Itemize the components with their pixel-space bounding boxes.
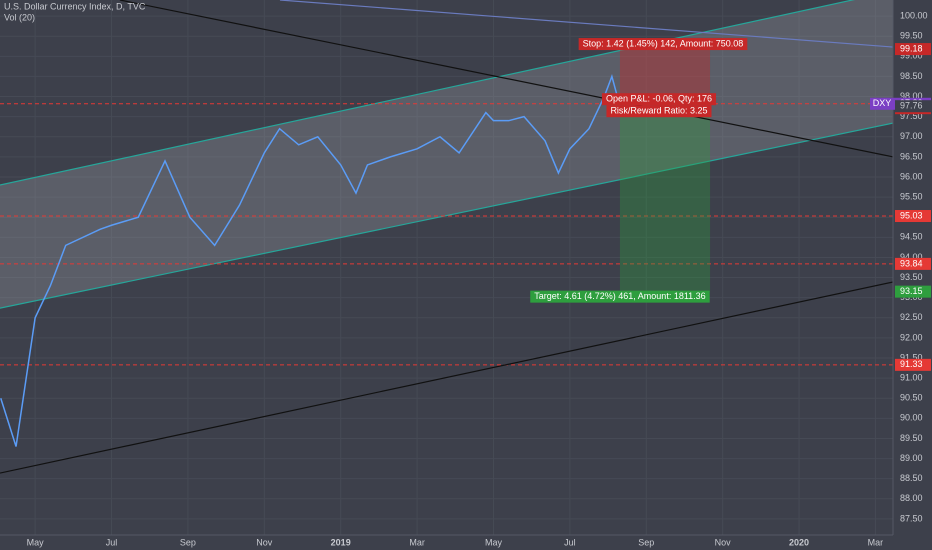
target-label: Target: 4.61 (4.72%) 461, Amount: 1811.3… (534, 291, 705, 301)
chart-title: U.S. Dollar Currency Index, D, TVC (4, 1, 146, 11)
x-tick-label: Jul (564, 537, 576, 547)
stop-label: Stop: 1.42 (1.45%) 142, Amount: 750.08 (583, 38, 744, 48)
target-tag-bg (895, 285, 931, 298)
price-line (0, 74, 621, 447)
y-tick-label: 99.50 (900, 31, 923, 41)
y-tick-label: 88.00 (900, 493, 923, 503)
level-tag: 91.33 (900, 359, 923, 369)
channel-line (0, 122, 893, 309)
pnl-label-bg (601, 93, 717, 106)
y-tick-label: 88.50 (900, 473, 923, 483)
level-tag-bg (895, 257, 931, 270)
level-tag-bg (895, 210, 931, 223)
x-tick-label: Mar (868, 537, 884, 547)
x-tick-label: May (27, 537, 45, 547)
channel-line (0, 0, 856, 186)
y-tick-label: 96.00 (900, 171, 923, 181)
y-tick-label: 93.50 (900, 272, 923, 282)
y-tick-label: 89.00 (900, 453, 923, 463)
trendline (279, 0, 893, 48)
x-tick-label: Jul (106, 537, 118, 547)
volume-label: Vol (20) (4, 12, 35, 22)
y-tick-label: 94.00 (900, 252, 923, 262)
stop-label-bg (578, 38, 748, 51)
target-tag: 93.15 (900, 286, 923, 296)
x-tick-label: Nov (715, 537, 732, 547)
x-tick-label: Sep (180, 537, 196, 547)
y-tick-label: 87.50 (900, 513, 923, 523)
y-tick-label: 92.00 (900, 332, 923, 342)
y-tick-label: 99.00 (900, 51, 923, 61)
symbol-tag: DXY (873, 98, 892, 108)
x-tick-label: Sep (638, 537, 654, 547)
stop-tag: 99.18 (900, 43, 923, 53)
y-tick-label: 98.50 (900, 71, 923, 81)
y-tick-label: 91.50 (900, 352, 923, 362)
y-tick-label: 90.00 (900, 413, 923, 423)
y-tick-label: 96.50 (900, 151, 923, 161)
pnl-label: Open P&L: -0.06, Qty: 176 (606, 94, 712, 104)
y-tick-label: 97.00 (900, 131, 923, 141)
target-label-bg (530, 290, 710, 303)
trendline (119, 0, 893, 158)
y-tick-label: 98.00 (900, 91, 923, 101)
y-tick-label: 95.50 (900, 191, 923, 201)
y-tick-label: 89.50 (900, 433, 923, 443)
x-tick-label: 2019 (331, 537, 351, 547)
level-tag: 95.03 (900, 210, 923, 220)
x-tick-label: 2020 (789, 537, 809, 547)
target-zone (619, 106, 711, 292)
stop-tag-bg (895, 43, 931, 56)
level-tag-bg (895, 358, 931, 371)
y-tick-label: 94.50 (900, 232, 923, 242)
y-tick-label: 91.00 (900, 372, 923, 382)
y-tick-label: 100.00 (900, 10, 928, 20)
y-tick-label: 90.50 (900, 393, 923, 403)
rr-label: Risk/Reward Ratio: 3.25 (610, 106, 707, 116)
x-tick-label: Nov (256, 537, 273, 547)
x-tick-label: May (485, 537, 503, 547)
symbol-tag-bg (870, 97, 895, 110)
x-tick-label: Mar (409, 537, 425, 547)
entry-tag: 97.76 (900, 101, 923, 111)
rr-label-bg (606, 105, 712, 118)
y-tick-label: 97.50 (900, 111, 923, 121)
plot-area (0, 0, 893, 474)
axes: 87.50 88.00 88.50 89.00 89.50 90.00 90.50 91.00… (27, 10, 931, 547)
trendline (0, 281, 893, 474)
entry-tag-bg (895, 100, 931, 113)
y-tick-label: 92.50 (900, 312, 923, 322)
level-tag: 93.84 (900, 258, 923, 268)
